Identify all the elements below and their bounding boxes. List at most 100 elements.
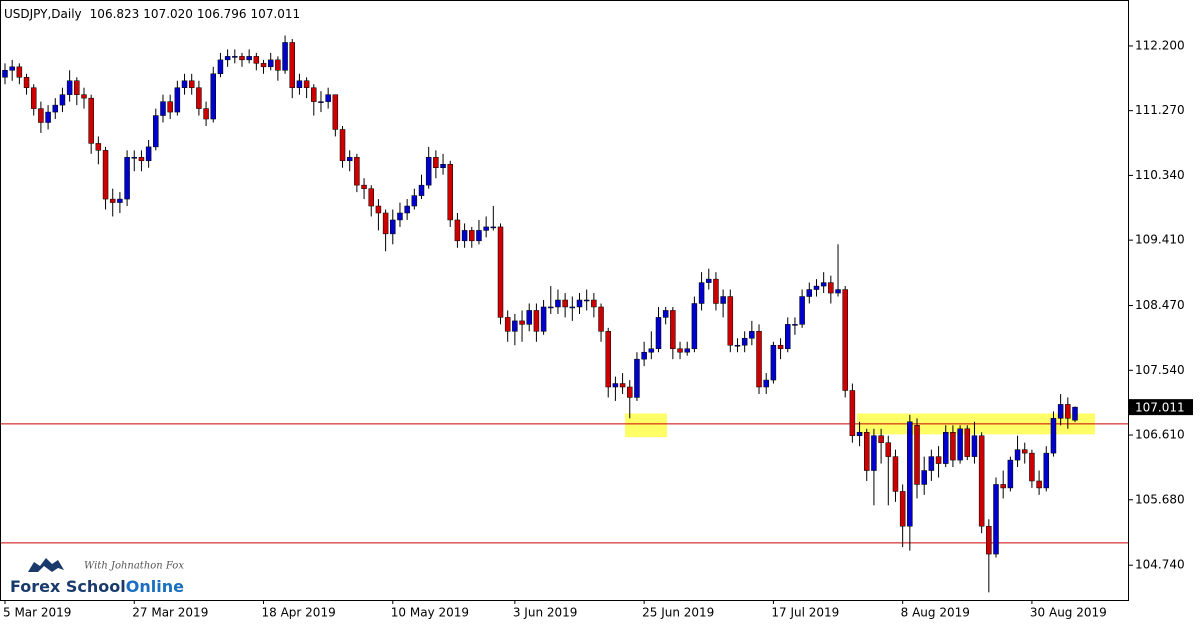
candle-body [59, 94, 66, 106]
candle-body [741, 338, 748, 346]
candle-body [490, 226, 497, 229]
candle-body [181, 80, 188, 88]
candle-body [74, 80, 80, 95]
candle-body [188, 80, 195, 88]
candle-body [792, 324, 798, 326]
candle-body [433, 157, 439, 168]
candle-body [476, 230, 482, 242]
candle-body [88, 97, 94, 144]
candle-body [892, 456, 899, 492]
candle-body [1021, 449, 1028, 454]
candle-body [210, 73, 217, 120]
watermark: With Johnathon Fox Forex SchoolOnline [10, 558, 184, 596]
candle-body [562, 299, 568, 308]
price-tag-label: 107.011 [1135, 401, 1185, 415]
info-value: 107.020 [143, 7, 193, 21]
candle-body [1050, 418, 1057, 454]
candle-body [749, 331, 755, 339]
info-value: 106.796 [197, 7, 247, 21]
x-tick-label: 18 Apr 2019 [262, 606, 336, 620]
candle-body [253, 56, 260, 64]
candle-body [30, 87, 37, 109]
candle-body [849, 390, 856, 436]
candle-body [641, 351, 647, 360]
candle-body [828, 282, 834, 294]
candle-body [806, 289, 813, 297]
x-tick-label: 30 Aug 2019 [1030, 606, 1107, 620]
logo-brand-suffix: Online [126, 577, 184, 596]
candle-body [469, 230, 475, 242]
candle-body [763, 379, 769, 388]
candle-body [591, 299, 597, 308]
candle-body [102, 150, 109, 200]
plot-border [0, 0, 1129, 601]
candle-body [878, 435, 884, 443]
y-tick-label: 110.340 [1135, 168, 1185, 182]
chart-info: USDJPY,Daily 106.823 107.020 106.796 107.011 [4, 7, 300, 21]
candle-body [583, 299, 590, 302]
candle-body [698, 282, 705, 304]
candle-body [648, 348, 655, 353]
candle-body [361, 184, 367, 189]
candle-body [1007, 459, 1014, 489]
candle-body [1043, 452, 1050, 489]
candle-body [1029, 452, 1035, 482]
candle-body [346, 157, 353, 162]
candle-body [483, 226, 489, 231]
candle-body [957, 428, 963, 461]
candle-body [871, 435, 877, 471]
candle-body [375, 205, 382, 214]
candle-body [145, 146, 152, 162]
y-tick-label: 111.270 [1135, 103, 1185, 117]
candle-body [993, 484, 999, 555]
candle-body [820, 282, 827, 287]
candle-body [720, 296, 726, 304]
info-value: 107.011 [251, 7, 301, 21]
candle-body [332, 94, 339, 130]
candle-body [267, 59, 274, 68]
candle-body [174, 87, 181, 113]
candle-body [203, 108, 209, 120]
logo-brand-main: Forex School [10, 577, 126, 596]
candle-body [576, 299, 583, 308]
candle-body [411, 195, 418, 207]
y-tick-label: 106.610 [1135, 428, 1185, 442]
candle-body [109, 198, 116, 203]
candle-body [397, 212, 403, 221]
candle-body [519, 320, 525, 325]
candle-body [526, 310, 532, 325]
candle-body [1072, 406, 1078, 421]
candle-body [339, 129, 346, 162]
candle-body [799, 296, 805, 325]
candle-body [964, 428, 971, 457]
candle-body [153, 115, 159, 148]
candle-body [390, 219, 396, 235]
candle-body [447, 164, 453, 221]
candle-body [935, 456, 942, 464]
candle-body [605, 331, 611, 388]
candle-body [23, 77, 30, 88]
candle-body [914, 425, 920, 485]
candle-body [706, 278, 712, 283]
candle-body [311, 87, 317, 102]
candle-body [555, 299, 561, 308]
info-value: 106.823 [90, 7, 140, 21]
candle-body [899, 491, 906, 527]
candle-body [160, 101, 166, 116]
candle-body [971, 435, 978, 457]
candle-body [691, 303, 698, 349]
candle-body [217, 59, 224, 75]
candle-body [1057, 404, 1064, 419]
candle-body [540, 306, 547, 332]
candle-body [619, 383, 626, 388]
candle-body [260, 63, 267, 68]
candle-body [569, 306, 576, 309]
candle-body [662, 310, 669, 318]
candle-body [289, 42, 295, 88]
candle-body [95, 143, 102, 151]
candle-body [684, 348, 690, 353]
candle-body [16, 66, 23, 78]
x-tick-label: 10 May 2019 [391, 606, 469, 620]
